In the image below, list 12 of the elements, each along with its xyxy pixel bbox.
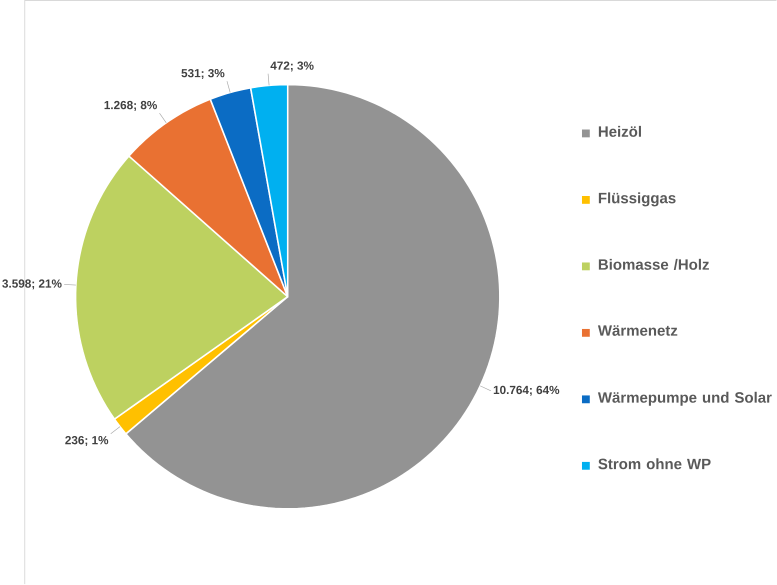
data-label: 10.764; 64% <box>494 386 560 396</box>
legend-label: Wärmepumpe und Solar <box>598 392 772 406</box>
data-label: 531; 3% <box>181 69 224 80</box>
data-label: 1.268; 8% <box>104 101 157 112</box>
data-label: 3.598; 21% <box>2 280 62 290</box>
data-label: 236; 1% <box>65 436 108 446</box>
legend-label: Heizöl <box>598 126 641 138</box>
legend-label: Flüssiggas <box>598 192 676 207</box>
legend-label: Biomasse /Holz <box>598 259 709 270</box>
data-label: 472; 3% <box>270 62 314 72</box>
legend-label: Wärmenetz <box>598 326 678 336</box>
legend-label: Strom ohne WP <box>598 458 711 470</box>
